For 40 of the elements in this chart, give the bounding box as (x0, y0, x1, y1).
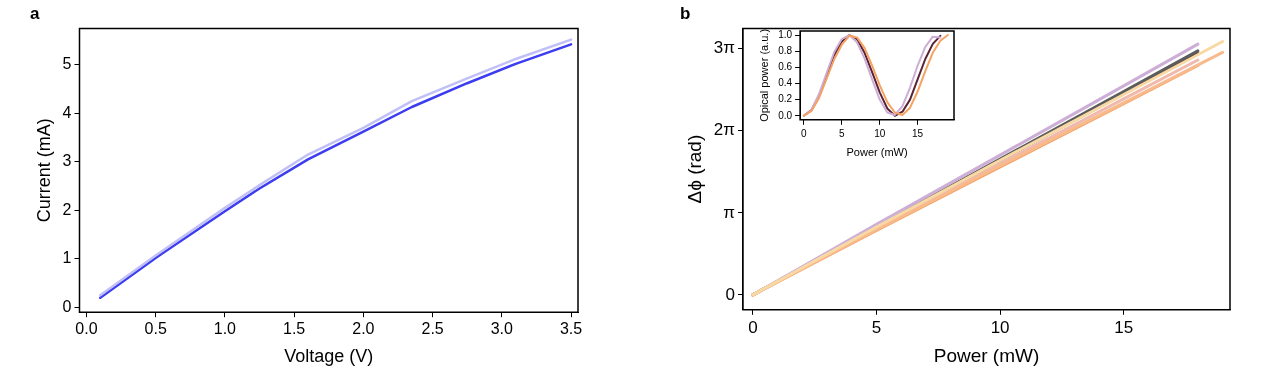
x-tick-label: 0.5 (144, 320, 167, 338)
y-tick-label: 3π (713, 38, 735, 58)
y-tick-label: 1.0 (778, 28, 793, 40)
y-tick-label: 0.0 (778, 109, 793, 121)
x-tick-label: 0 (801, 127, 808, 139)
y-axis-title: Current (mA) (33, 118, 54, 223)
chart-title: b (680, 3, 691, 23)
y-tick-label: 0.8 (778, 44, 793, 56)
y-tick-label: 0.6 (778, 61, 793, 73)
y-tick-label: 2π (713, 120, 735, 140)
x-tick-label: 2.5 (421, 320, 444, 338)
x-tick-label: 1.5 (283, 320, 306, 338)
x-tick-label: 3.5 (559, 320, 583, 338)
y-axis-title: Opical power (a.u.) (757, 28, 770, 122)
x-axis-title: Voltage (V) (284, 346, 374, 367)
y-tick-label: 3 (62, 152, 72, 170)
x-tick-label: 15 (912, 127, 924, 139)
x-tick-label: 0.0 (75, 320, 98, 338)
x-tick-label: 15 (1114, 317, 1134, 337)
y-tick-label: 0.4 (778, 77, 793, 89)
y-tick-label: 0 (62, 297, 72, 315)
chart-title: a (30, 3, 40, 23)
y-axis-title: Δϕ (rad) (683, 134, 705, 204)
y-tick-label: 5 (62, 55, 72, 73)
x-axis-title: Power (mW) (933, 344, 1040, 366)
y-tick-label: 0 (725, 284, 735, 304)
x-tick-label: 0 (748, 317, 758, 337)
x-tick-label: 5 (871, 317, 882, 337)
x-tick-label: 1.0 (213, 320, 237, 338)
x-axis-title: Power (mW) (846, 146, 908, 159)
x-tick-label: 3.0 (490, 320, 514, 338)
y-tick-label: 0.2 (778, 93, 793, 105)
y-tick-label: 4 (62, 103, 72, 121)
y-tick-label: 1 (62, 249, 72, 267)
x-tick-label: 2.0 (352, 320, 375, 338)
y-tick-label: π (723, 202, 735, 222)
x-tick-label: 5 (839, 127, 846, 139)
y-tick-label: 2 (62, 200, 72, 218)
x-tick-label: 10 (990, 317, 1010, 337)
x-tick-label: 10 (874, 127, 886, 139)
